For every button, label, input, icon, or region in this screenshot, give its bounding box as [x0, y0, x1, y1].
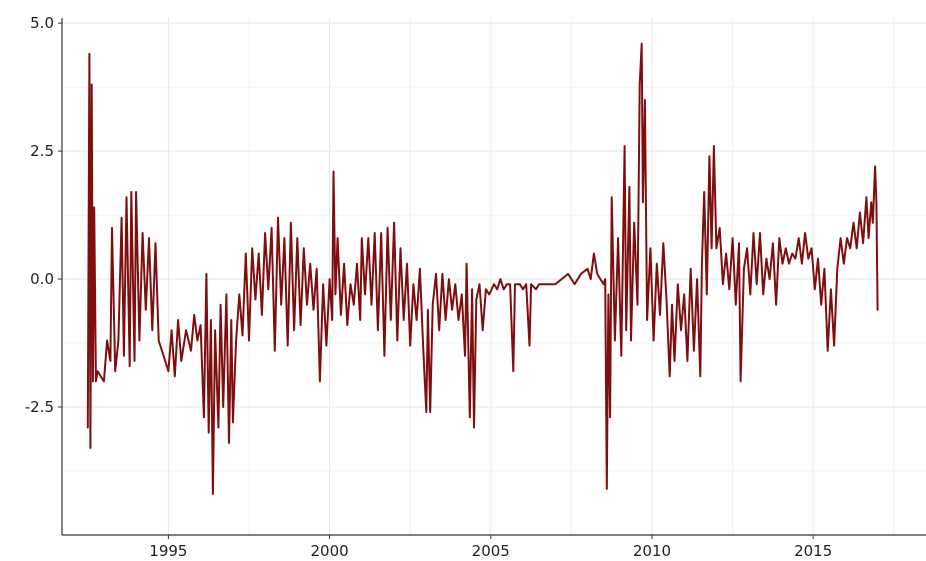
x-tick-label: 2000 — [310, 542, 348, 560]
series-line — [86, 42, 879, 495]
x-tick-label: 1995 — [149, 542, 187, 560]
x-tick-label: 2005 — [472, 542, 510, 560]
y-tick-label: 0.0 — [30, 270, 54, 288]
y-tick-label: 2.5 — [30, 142, 54, 160]
x-tick-label: 2015 — [794, 542, 832, 560]
x-tick-label: 2010 — [633, 542, 671, 560]
y-tick-label: 5.0 — [30, 14, 54, 32]
y-tick-label: -2.5 — [25, 398, 54, 416]
